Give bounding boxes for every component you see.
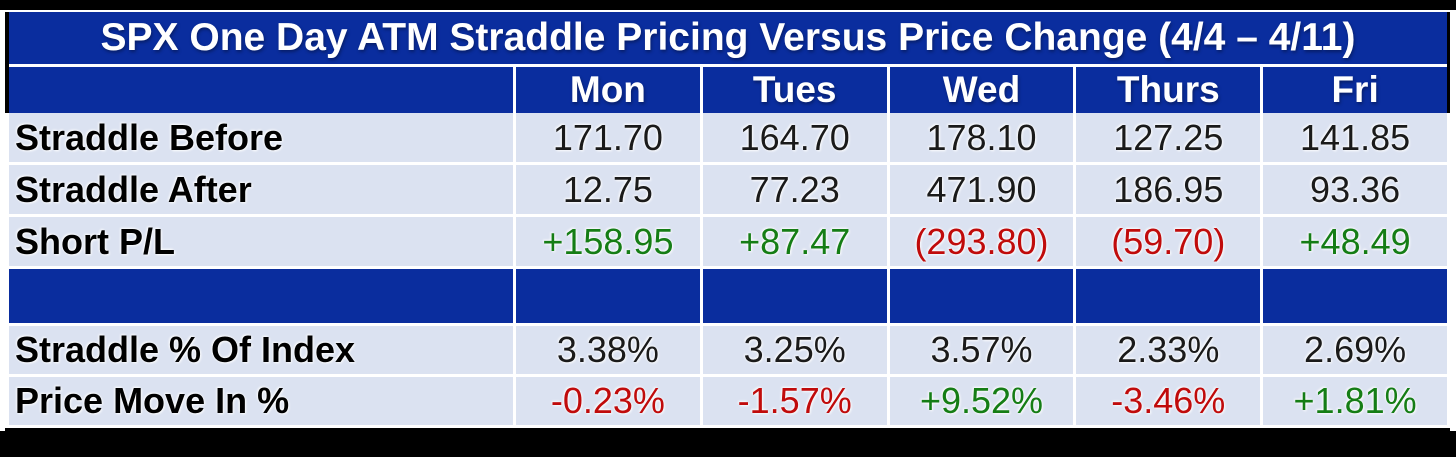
cell-short-pl-wed: (293.80) [889, 217, 1074, 266]
cell-short-pl-tues: +87.47 [702, 217, 887, 266]
cell-straddle-pct-fri: 2.69% [1263, 326, 1447, 374]
row-short-pl: Short P/L +158.95 +87.47 (293.80) (59.70… [5, 217, 1450, 266]
row-label: Short P/L [9, 217, 513, 266]
cell-straddle-before-fri: 141.85 [1263, 113, 1447, 162]
cell-straddle-before-tues: 164.70 [702, 113, 887, 162]
row-label: Straddle After [9, 165, 513, 214]
cell-short-pl-fri: +48.49 [1263, 217, 1447, 266]
column-header-wed: Wed [889, 67, 1074, 113]
row-straddle-pct-of-index: Straddle % Of Index 3.38% 3.25% 3.57% 2.… [5, 326, 1450, 374]
spacer-cell [702, 269, 887, 323]
cell-straddle-after-thurs: 186.95 [1076, 165, 1261, 214]
cell-straddle-after-tues: 77.23 [702, 165, 887, 214]
spacer-cell [9, 269, 513, 323]
table-title: SPX One Day ATM Straddle Pricing Versus … [9, 12, 1447, 64]
cell-straddle-after-fri: 93.36 [1263, 165, 1447, 214]
cell-price-move-mon: -0.23% [516, 377, 700, 425]
cell-price-move-wed: +9.52% [889, 377, 1074, 425]
row-label: Price Move In % [9, 377, 513, 425]
spacer-cell [1263, 269, 1447, 323]
cell-straddle-before-wed: 178.10 [889, 113, 1074, 162]
cell-straddle-before-mon: 171.70 [516, 113, 700, 162]
cell-straddle-pct-mon: 3.38% [516, 326, 700, 374]
cell-straddle-before-thurs: 127.25 [1076, 113, 1261, 162]
column-header-thurs: Thurs [1076, 67, 1261, 113]
bottom-black-bar [0, 431, 1456, 457]
table-bottom-border [5, 428, 1450, 431]
column-header-row: Mon Tues Wed Thurs Fri [9, 67, 1447, 113]
row-label: Straddle Before [9, 113, 513, 162]
column-header-tues: Tues [702, 67, 887, 113]
cell-straddle-pct-thurs: 2.33% [1076, 326, 1261, 374]
cell-straddle-after-wed: 471.90 [889, 165, 1074, 214]
table-header-block: SPX One Day ATM Straddle Pricing Versus … [5, 12, 1450, 113]
cell-price-move-fri: +1.81% [1263, 377, 1447, 425]
cell-price-move-tues: -1.57% [702, 377, 887, 425]
top-black-bar [0, 0, 1456, 10]
column-header-fri: Fri [1263, 67, 1447, 113]
corner-cell [9, 67, 513, 113]
spacer-cell [1076, 269, 1261, 323]
cell-straddle-after-mon: 12.75 [516, 165, 700, 214]
cell-price-move-thurs: -3.46% [1076, 377, 1261, 425]
cell-short-pl-thurs: (59.70) [1076, 217, 1261, 266]
spacer-cell [516, 269, 700, 323]
row-label: Straddle % Of Index [9, 326, 513, 374]
cell-straddle-pct-wed: 3.57% [889, 326, 1074, 374]
cell-short-pl-mon: +158.95 [516, 217, 700, 266]
spacer-cell [889, 269, 1074, 323]
row-straddle-after: Straddle After 12.75 77.23 471.90 186.95… [5, 165, 1450, 214]
straddle-pricing-table: SPX One Day ATM Straddle Pricing Versus … [5, 12, 1450, 431]
spacer-row [5, 269, 1450, 323]
cell-straddle-pct-tues: 3.25% [702, 326, 887, 374]
column-header-mon: Mon [516, 67, 700, 113]
row-straddle-before: Straddle Before 171.70 164.70 178.10 127… [5, 113, 1450, 162]
row-price-move-pct: Price Move In % -0.23% -1.57% +9.52% -3.… [5, 377, 1450, 425]
